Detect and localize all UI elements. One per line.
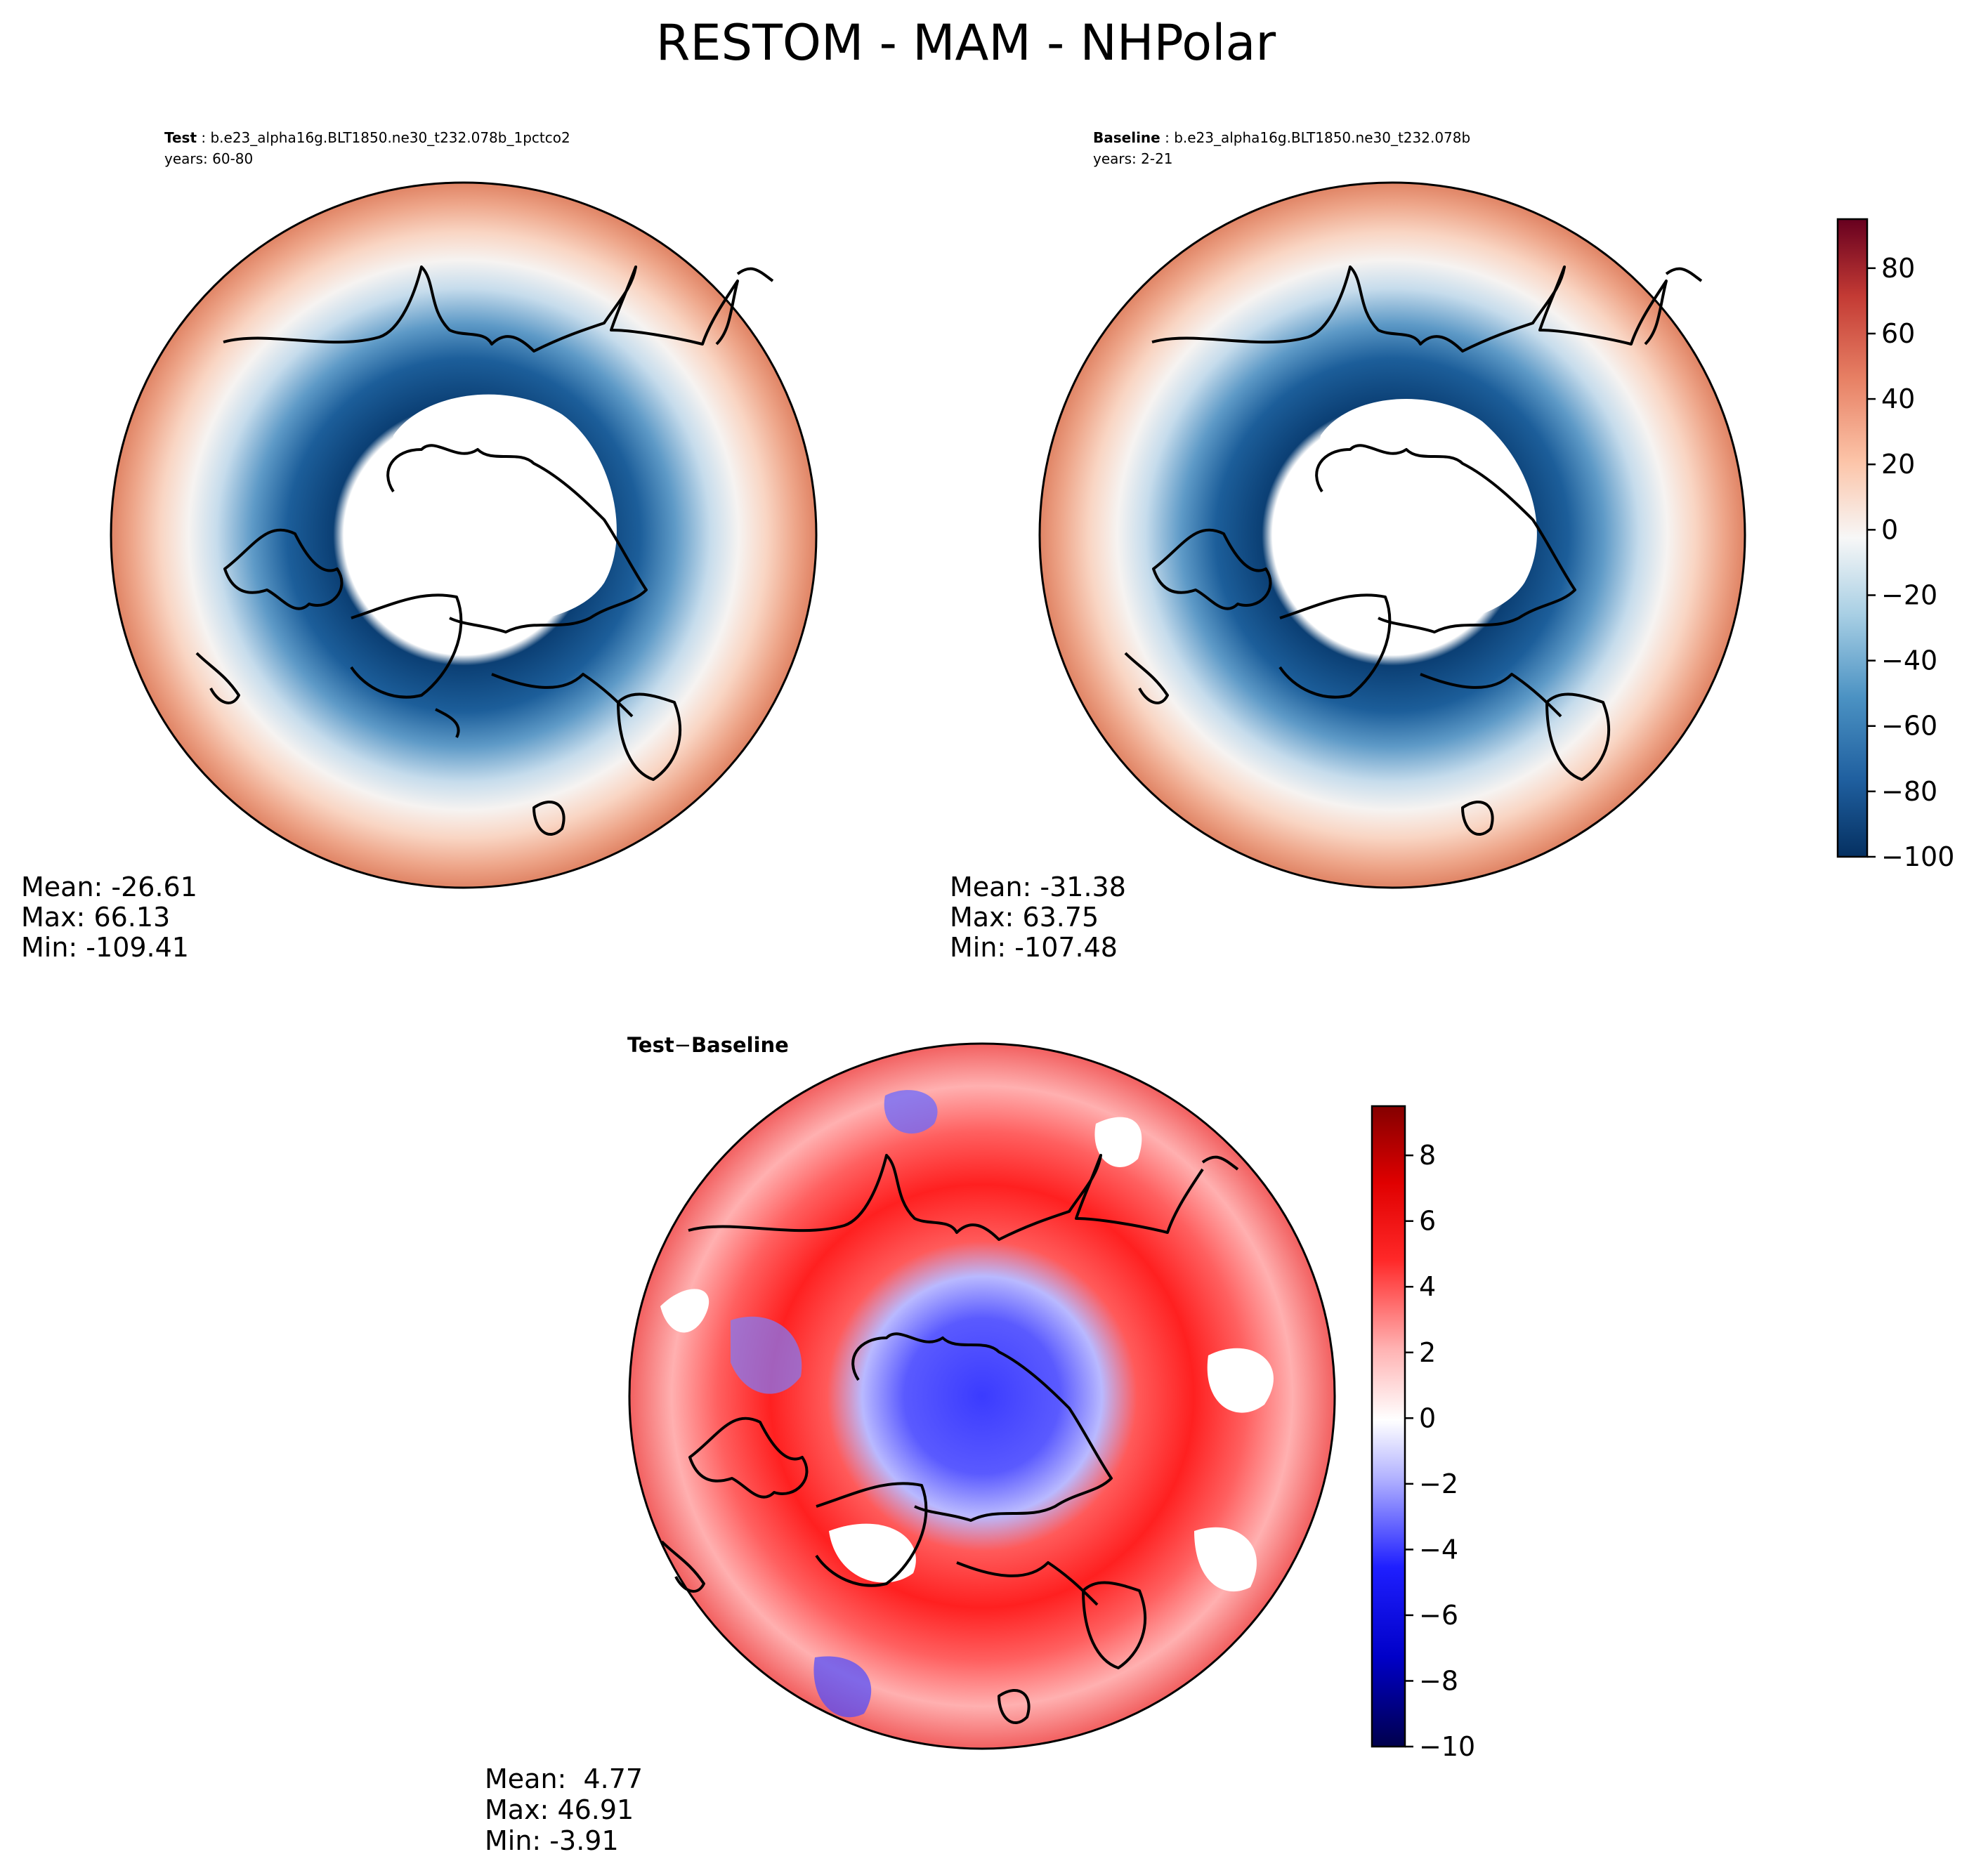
baseline-map: [1038, 181, 1746, 889]
diff-min: Min: -3.91: [485, 1825, 619, 1856]
diff-colorbar-tick-label: 4: [1419, 1271, 1436, 1302]
diff-neg-patch: [731, 1316, 802, 1394]
top-colorbar-tick-label: 80: [1881, 253, 1915, 284]
baseline-mean: Mean: -31.38: [950, 872, 1126, 902]
baseline-max: Max: 63.75: [950, 902, 1099, 933]
test-map: [110, 181, 818, 889]
baseline-polar-gap: [1317, 398, 1537, 623]
baseline-min: Min: -107.48: [950, 932, 1118, 963]
diff-coastlines: [660, 1154, 1239, 1724]
diff-neg-patch: [884, 1090, 938, 1134]
diff-colorbar-ticks: 8 6 4 2 0 −2 −4 −6 −8 −10: [1405, 1140, 1475, 1762]
diff-colorbar-tick-label: −6: [1419, 1600, 1458, 1631]
top-colorbar: 80 60 40 20 0 −20 −40 −60 −80 −100: [1836, 218, 1954, 872]
figure-title: RESTOM - MAM - NHPolar: [656, 14, 1276, 72]
diff-field: [629, 1044, 1335, 1749]
diff-colorbar-tick-label: 0: [1419, 1402, 1436, 1433]
top-colorbar-tick-label: −40: [1881, 645, 1937, 676]
top-colorbar-tick-label: −20: [1881, 579, 1937, 610]
test-polar-gap: [390, 394, 617, 623]
diff-panel: Test−Baseline: [485, 1033, 1475, 1856]
test-case-label: Test: [164, 129, 197, 146]
diff-colorbar-tick-label: −10: [1419, 1731, 1475, 1762]
top-colorbar-tick-label: −60: [1881, 711, 1937, 742]
diff-title-test: Test: [627, 1033, 674, 1057]
baseline-case-line: Baseline : b.e23_alpha16g.BLT1850.ne30_t…: [1093, 129, 1470, 146]
diff-colorbar-tick-label: −4: [1419, 1534, 1458, 1565]
diff-colorbar-tick-label: −8: [1419, 1665, 1458, 1696]
baseline-case-separator: :: [1160, 129, 1174, 146]
baseline-case-label: Baseline: [1093, 129, 1160, 146]
diff-missing-region: [829, 1523, 916, 1583]
diff-title-minus: −: [674, 1033, 691, 1057]
diff-colorbar-tick-label: 2: [1419, 1337, 1436, 1368]
top-colorbar-tick-label: −100: [1881, 841, 1954, 872]
diff-colorbar-tick-label: 8: [1419, 1140, 1436, 1171]
test-years: years: 60-80: [164, 150, 253, 167]
diff-mean: Mean: 4.77: [485, 1763, 643, 1794]
test-max: Max: 66.13: [21, 902, 170, 933]
test-mean: Mean: -26.61: [21, 872, 197, 902]
test-min: Min: -109.41: [21, 932, 189, 963]
top-colorbar-tick-label: 0: [1881, 514, 1898, 545]
test-case-separator: :: [197, 129, 210, 146]
test-case-line: Test : b.e23_alpha16g.BLT1850.ne30_t232.…: [164, 129, 570, 146]
diff-colorbar-tick-label: −2: [1419, 1468, 1458, 1499]
diff-missing-region: [1194, 1527, 1257, 1592]
baseline-map-boundary: [1038, 181, 1746, 889]
diff-missing-region: [660, 1289, 709, 1333]
diff-map: [628, 1042, 1336, 1750]
baseline-case-name: b.e23_alpha16g.BLT1850.ne30_t232.078b: [1174, 129, 1470, 146]
top-colorbar-bar: [1836, 218, 1869, 858]
test-case-name: b.e23_alpha16g.BLT1850.ne30_t232.078b_1p…: [210, 129, 570, 146]
diff-missing-region: [1207, 1348, 1274, 1413]
baseline-coastlines: [1124, 265, 1703, 836]
baseline-years: years: 2-21: [1093, 150, 1173, 167]
top-colorbar-tick-label: 60: [1881, 318, 1915, 349]
diff-missing-region: [1094, 1117, 1142, 1167]
diff-max: Max: 46.91: [485, 1794, 634, 1825]
top-colorbar-tick-label: −80: [1881, 776, 1937, 807]
test-map-boundary: [110, 181, 818, 889]
baseline-panel: Baseline : b.e23_alpha16g.BLT1850.ne30_t…: [950, 129, 1954, 963]
diff-title: Test−Baseline: [627, 1033, 789, 1057]
top-colorbar-tick-label: 40: [1881, 383, 1915, 414]
diff-colorbar-tick-label: 6: [1419, 1206, 1436, 1237]
diff-colorbar-bar: [1371, 1105, 1406, 1748]
diff-map-boundary: [628, 1042, 1336, 1750]
test-panel: Test : b.e23_alpha16g.BLT1850.ne30_t232.…: [21, 129, 818, 963]
test-coastlines: [195, 265, 774, 836]
top-colorbar-tick-label: 20: [1881, 449, 1915, 480]
diff-colorbar: 8 6 4 2 0 −2 −4 −6 −8 −10: [1371, 1105, 1475, 1762]
top-colorbar-ticks: 80 60 40 20 0 −20 −40 −60 −80 −100: [1867, 253, 1954, 872]
diff-title-baseline: Baseline: [691, 1033, 789, 1057]
diff-neg-patch: [813, 1656, 872, 1718]
